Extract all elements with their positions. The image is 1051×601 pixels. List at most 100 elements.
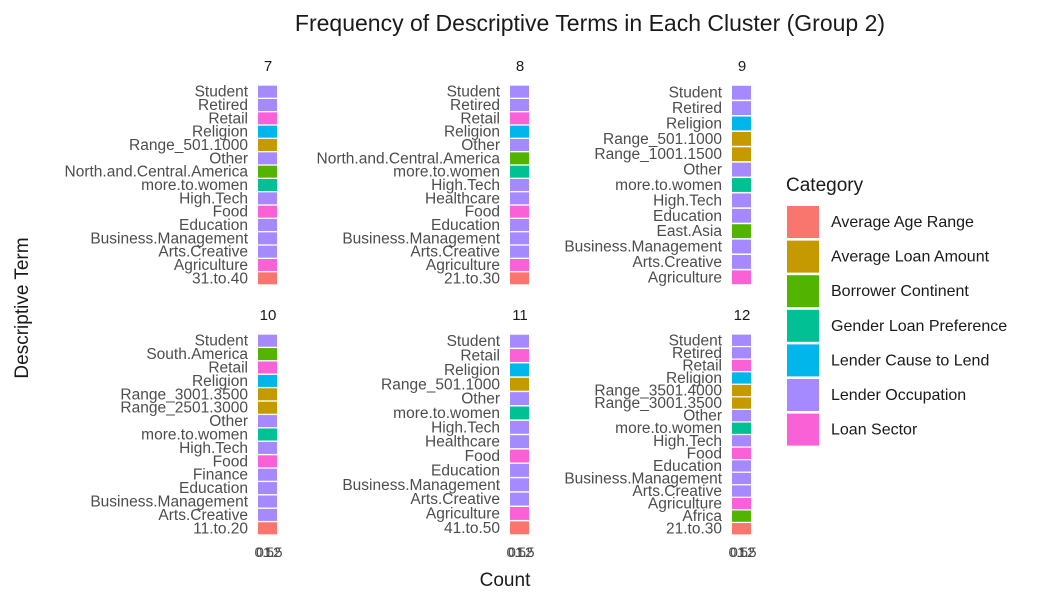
legend-swatch (787, 240, 819, 273)
y-tick-label: Range_2501.3000 (120, 400, 248, 417)
panel-title: 8 (516, 58, 524, 75)
bar-range-3501-4000 (732, 384, 751, 397)
bar-high-tech (258, 192, 277, 205)
bar-other (732, 162, 751, 177)
facet-panel-10: 10StudentSouth.AmericaRetailReligionRang… (90, 307, 282, 560)
bar-high-tech (510, 179, 529, 191)
y-tick-label: Healthcare (425, 190, 500, 207)
y-tick-label: Student (669, 332, 723, 349)
y-tick-label: Arts.Creative (410, 244, 500, 261)
bar-east-asia (732, 224, 751, 239)
panel-title: 10 (260, 307, 277, 324)
y-tick-label: High.Tech (431, 177, 500, 194)
y-tick-label: Healthcare (425, 434, 500, 451)
y-tick-label: Range_1001.1500 (594, 146, 722, 163)
y-tick-label: High.Tech (179, 440, 248, 457)
y-tick-label: Range_501.1000 (129, 137, 248, 154)
y-tick-label: Food (213, 204, 248, 221)
panel-title: 7 (264, 58, 272, 75)
bar-range-501-1000 (510, 377, 529, 391)
legend-label: Loan Sector (831, 422, 918, 439)
y-tick-label: Retired (672, 100, 722, 117)
bar-education (732, 460, 751, 472)
y-tick-label: Retail (208, 110, 248, 127)
x-tick-label: 0.5 (255, 544, 275, 560)
panel-title: 9 (738, 58, 746, 75)
facet-panel-8: 8 StudentRetiredRetailReligionOtherNorth.… (317, 58, 529, 287)
y-tick-label: North.and.Central.America (317, 150, 501, 167)
y-tick-label: Other (461, 391, 500, 408)
y-tick-label: Range_3001.3500 (594, 395, 722, 412)
y-tick-label: Business.Management (564, 470, 722, 487)
y-tick-label: Retired (672, 345, 722, 362)
y-tick-label: more.to.women (615, 420, 722, 437)
y-tick-label: Other (461, 137, 500, 154)
panel-title: 11 (512, 307, 528, 324)
x-tick-label: 1 (517, 544, 525, 560)
bar-high-tech (732, 193, 751, 208)
legend-item-average-loan-amount: Average Loan Amount (787, 240, 990, 273)
legend-title: Category (786, 175, 864, 196)
bar-more-to-women (510, 165, 529, 178)
bar-more-to-women (732, 178, 751, 192)
bar-education (510, 463, 529, 477)
y-tick-label: Education (179, 217, 248, 234)
bar-north-and-central-america (258, 165, 277, 178)
bar-business-management (258, 495, 277, 508)
bar-business-management (732, 239, 751, 254)
x-tick-label: 1.5 (263, 544, 283, 560)
x-axis-title: Count (480, 570, 531, 591)
bar-arts-creative (510, 492, 529, 506)
x-tick-label: 2 (525, 544, 533, 560)
bar-north-and-central-america (510, 152, 529, 165)
legend-swatch (787, 379, 819, 411)
bar-range-3001-3500 (732, 397, 751, 409)
bar-arts-creative (732, 485, 751, 497)
y-tick-label: Retail (460, 348, 500, 365)
x-tick-label: 0.5 (729, 544, 749, 560)
x-tick-label: 2 (747, 544, 755, 560)
legend-swatch (787, 413, 819, 446)
bar-range-501-1000 (732, 131, 751, 146)
y-tick-label: 21.to.30 (444, 270, 500, 287)
legend-item-borrower-continent: Borrower Continent (787, 275, 969, 308)
bar-retired (732, 101, 751, 115)
y-tick-label: High.Tech (653, 433, 722, 450)
y-tick-label: Business.Management (90, 230, 248, 247)
bar-retired (258, 99, 277, 111)
y-tick-label: Other (209, 150, 248, 167)
y-tick-label: High.Tech (179, 190, 248, 207)
y-tick-label: Food (213, 453, 248, 470)
bar-31-to-40 (258, 272, 277, 285)
y-tick-label: Arts.Creative (410, 491, 500, 508)
bar-business-management (510, 478, 529, 492)
bar-other (510, 139, 529, 151)
x-tick-label: 0.5 (507, 544, 527, 560)
panel-title: 12 (734, 307, 751, 324)
legend-item-average-age-range: Average Age Range (787, 206, 974, 238)
y-tick-label: Finance (193, 467, 248, 484)
legend-label: Lender Occupation (831, 387, 966, 404)
x-tick-label: 1 (265, 544, 273, 560)
bar-agriculture (258, 259, 277, 271)
y-tick-label: Agriculture (426, 505, 500, 522)
y-tick-label: Student (447, 84, 501, 101)
y-tick-label: more.to.women (393, 164, 500, 181)
y-tick-label: Business.Management (564, 239, 722, 256)
bar-21-to-30 (732, 523, 751, 535)
y-tick-label: Agriculture (648, 269, 722, 286)
chart-title: Frequency of Descriptive Terms in Each C… (295, 10, 885, 36)
legend-label: Average Age Range (831, 214, 974, 231)
bar-other (510, 392, 529, 406)
legend-label: Average Loan Amount (831, 249, 990, 266)
y-tick-label: Range_3501.4000 (594, 383, 722, 400)
legend-swatch (787, 275, 819, 308)
y-tick-label: Education (431, 462, 500, 479)
bar-retail (732, 359, 751, 372)
bar-agriculture (732, 497, 751, 510)
facet-panel-9: 9 StudentRetiredReligionRange_501.1000Ran… (564, 58, 751, 286)
x-tick-label: 1 (739, 544, 747, 560)
y-tick-label: Religion (666, 115, 722, 132)
bar-student (732, 334, 751, 346)
bar-arts-creative (258, 245, 277, 258)
